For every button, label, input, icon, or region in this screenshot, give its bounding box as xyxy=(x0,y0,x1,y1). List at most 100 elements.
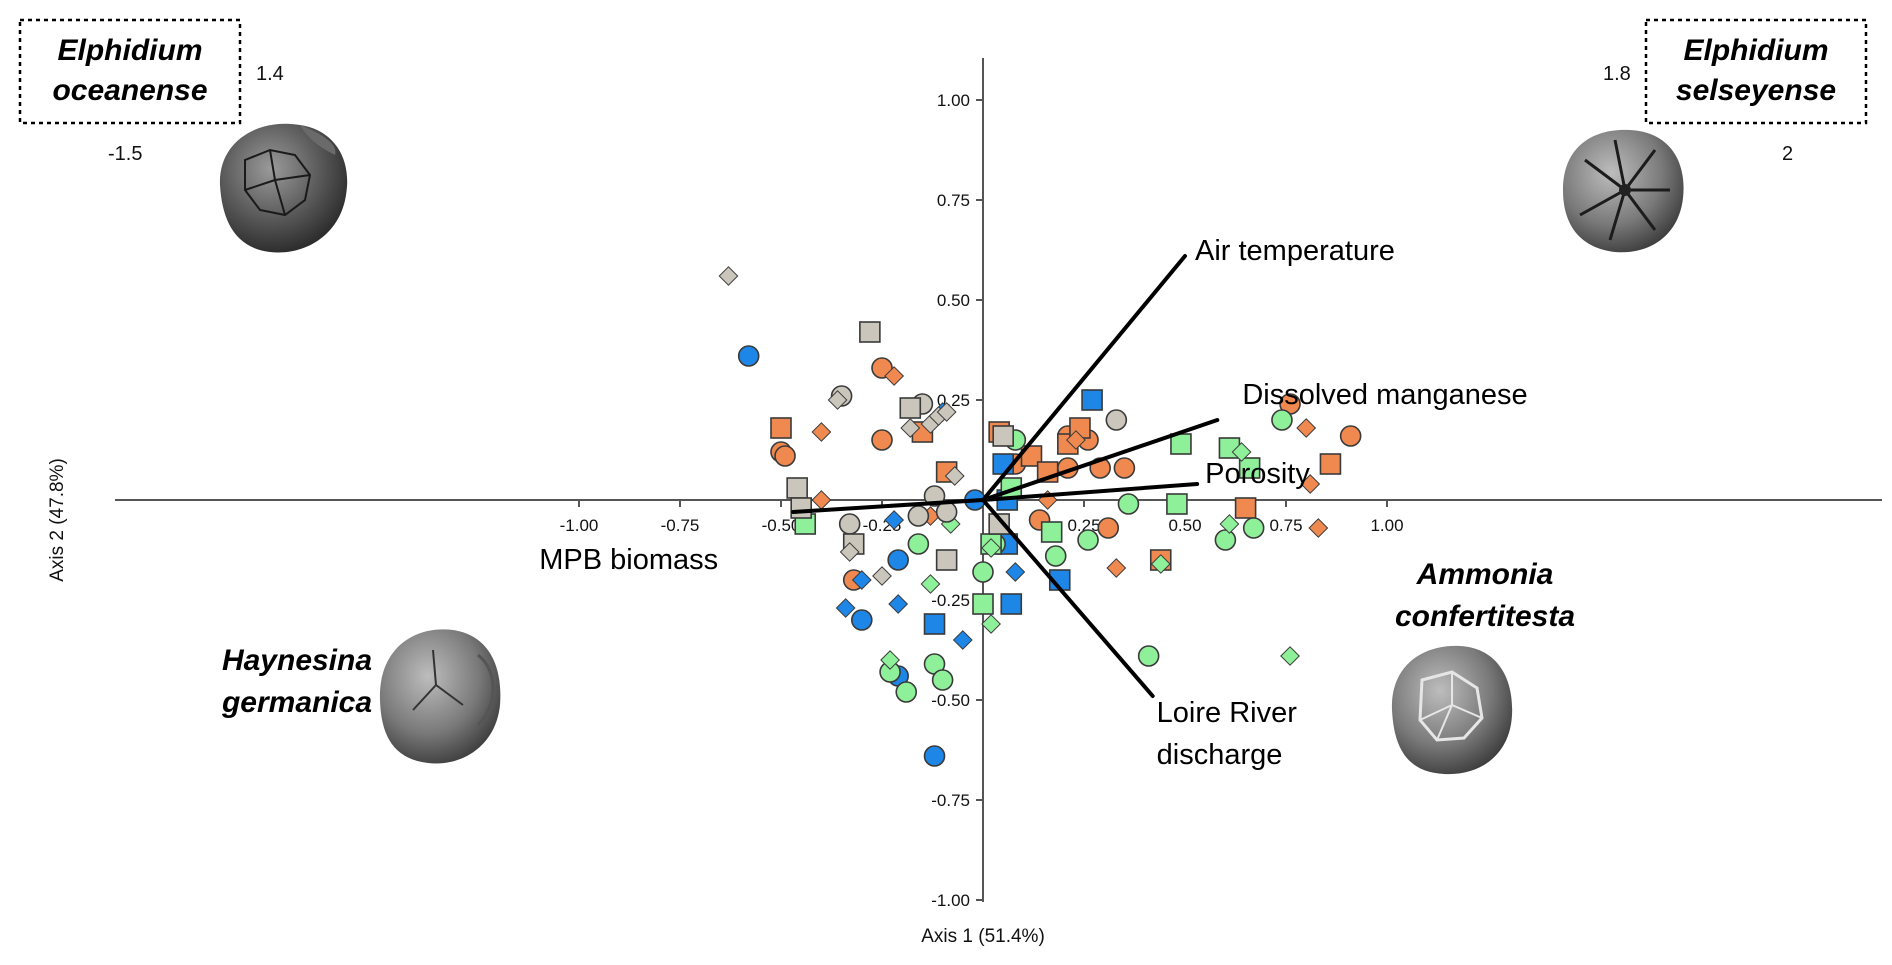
y-tick-label: -0.75 xyxy=(931,791,970,810)
green-square-point xyxy=(1040,521,1063,543)
grey-diamond-point xyxy=(718,266,739,286)
green-circle-point xyxy=(1137,645,1160,667)
grey-square-point xyxy=(992,425,1015,447)
species-name-line1: Haynesina xyxy=(222,644,372,677)
vector-label: MPB biomass xyxy=(539,544,718,576)
grey-circle-point xyxy=(907,505,930,527)
grey-diamond-point xyxy=(944,466,965,486)
y-axis-title: Axis 2 (47.8%) xyxy=(47,458,68,582)
species-elphidium-oceanense: Elphidium oceanense 1.4 -1.5 xyxy=(18,18,348,253)
grey-circle-point xyxy=(1105,409,1128,431)
vector-line xyxy=(981,482,1200,502)
blue-square-point xyxy=(923,613,946,635)
blue-square-point xyxy=(992,453,1015,475)
green-diamond-point xyxy=(880,650,900,670)
shell-spiral-icon xyxy=(379,629,501,764)
x-tick-label: 0.50 xyxy=(1168,516,1201,535)
green-diamond-point xyxy=(981,614,1001,634)
blue-diamond-point xyxy=(835,598,856,618)
x-tick-label: -0.50 xyxy=(762,516,801,535)
green-circle-point xyxy=(931,669,954,691)
species-name-line2: oceanense xyxy=(52,74,207,107)
orange-circle-point xyxy=(871,429,893,451)
grey-square-point xyxy=(899,397,922,419)
green-circle-point xyxy=(895,681,918,703)
green-circle-point xyxy=(907,533,930,555)
x-axis-title: Axis 1 (51.4%) xyxy=(921,926,1045,947)
blue-square-point xyxy=(1000,593,1023,615)
orange-circle-point xyxy=(871,357,893,379)
shell-trochospiral-icon xyxy=(1391,645,1513,775)
vector-line xyxy=(981,418,1220,502)
blue-circle-point xyxy=(737,345,760,367)
green-circle-point xyxy=(1044,545,1067,567)
grey-diamond-point xyxy=(872,566,892,586)
blue-circle-point xyxy=(887,549,909,571)
orange-circle-point xyxy=(774,445,796,467)
y-tick-label: 1.00 xyxy=(937,91,970,110)
vector-line xyxy=(791,498,985,514)
green-diamond-point xyxy=(920,574,941,594)
vector-label: Dissolved manganese xyxy=(1242,379,1527,411)
y-tick-label: -1.00 xyxy=(931,891,970,910)
data-points xyxy=(718,266,1362,767)
species-ammonia-confertitesta: Ammonia confertitesta xyxy=(1391,558,1575,775)
grey-square-point xyxy=(988,513,1010,535)
x-tick-label: 1.00 xyxy=(1370,516,1403,535)
orange-square-point xyxy=(770,417,792,439)
blue-diamond-point xyxy=(1005,562,1026,582)
orange-diamond-point xyxy=(1296,418,1317,438)
species-name-line2: selseyense xyxy=(1676,74,1836,107)
vector-line xyxy=(981,498,1155,698)
vector-label: Air temperature xyxy=(1195,235,1395,267)
green-diamond-point xyxy=(1150,554,1171,574)
green-diamond-point xyxy=(1219,514,1240,534)
species-haynesina-germanica: Haynesina germanica xyxy=(221,629,501,764)
orange-square-point xyxy=(1234,497,1257,519)
x-tick-label: 0.75 xyxy=(1269,516,1302,535)
blue-circle-point xyxy=(850,609,873,631)
grey-diamond-point xyxy=(900,418,921,438)
shell-reticulate-icon xyxy=(219,123,348,253)
species-name-line1: Elphidium xyxy=(1684,34,1829,67)
grey-circle-point xyxy=(838,513,861,535)
y-tick-label: -0.25 xyxy=(931,591,970,610)
range-max-label: 1.4 xyxy=(256,63,284,85)
y-tick-label: 0.75 xyxy=(937,191,970,210)
green-circle-point xyxy=(1214,529,1237,551)
grey-circle-point xyxy=(935,501,958,523)
species-elphidium-selseyense: Elphidium selseyense 1.8 2 xyxy=(1563,18,1868,253)
blue-square-point xyxy=(1081,389,1103,411)
species-name-line2: confertitesta xyxy=(1395,600,1575,633)
grey-square-point xyxy=(790,497,813,519)
blue-diamond-point xyxy=(952,630,973,650)
blue-diamond-point xyxy=(884,510,905,530)
species-label-box xyxy=(1644,18,1868,125)
green-circle-point xyxy=(1271,409,1293,431)
green-diamond-point xyxy=(1231,442,1252,462)
grey-square-point xyxy=(935,549,958,571)
x-tick-label: -0.75 xyxy=(661,516,700,535)
blue-diamond-point xyxy=(888,594,909,614)
blue-diamond-point xyxy=(851,570,872,590)
green-circle-point xyxy=(972,561,994,583)
environmental-vectors: Air temperature Dissolved manganese Porosi… xyxy=(539,235,1527,771)
range-max-label: 1.8 xyxy=(1603,63,1631,85)
species-name-line1: Elphidium xyxy=(58,34,203,67)
x-tick-label: -1.00 xyxy=(560,516,599,535)
range-min-label: -1.5 xyxy=(108,143,142,165)
orange-diamond-point xyxy=(1308,518,1329,538)
grey-square-point xyxy=(786,477,808,499)
grey-diamond-point xyxy=(936,402,957,422)
green-square-point xyxy=(1170,433,1192,455)
species-name-line1: Ammonia xyxy=(1416,558,1554,591)
green-circle-point xyxy=(1117,493,1140,515)
species-label-box xyxy=(18,18,242,125)
y-tick-label: 0.50 xyxy=(937,291,970,310)
orange-square-point xyxy=(1319,453,1342,475)
orange-circle-point xyxy=(1339,425,1362,447)
green-square-point xyxy=(1238,457,1261,479)
orange-circle-point xyxy=(1097,517,1120,539)
orange-diamond-point xyxy=(811,490,832,510)
